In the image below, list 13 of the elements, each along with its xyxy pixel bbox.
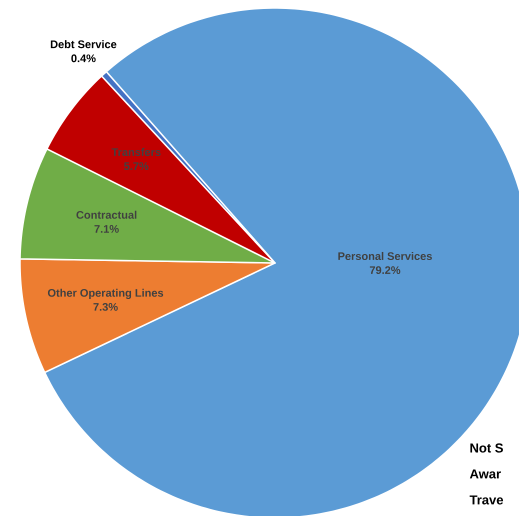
slice-label: Personal Services [338, 252, 432, 260]
slice-label: Transfers [112, 148, 161, 156]
data-label: 7.1% [94, 225, 119, 233]
text: Awar [470, 469, 501, 479]
data-label: 79.2% [370, 266, 400, 274]
data-label: 7.3% [93, 303, 118, 311]
data-label: 5.7% [124, 162, 149, 170]
slice-label: Contractual [76, 210, 136, 219]
text: Not S [470, 443, 503, 453]
slice-label: Debt Service [50, 40, 116, 48]
data-label: 0.4% [71, 54, 96, 62]
text: Trave [470, 495, 504, 505]
slice-label: Other Operating Lines [48, 288, 164, 300]
